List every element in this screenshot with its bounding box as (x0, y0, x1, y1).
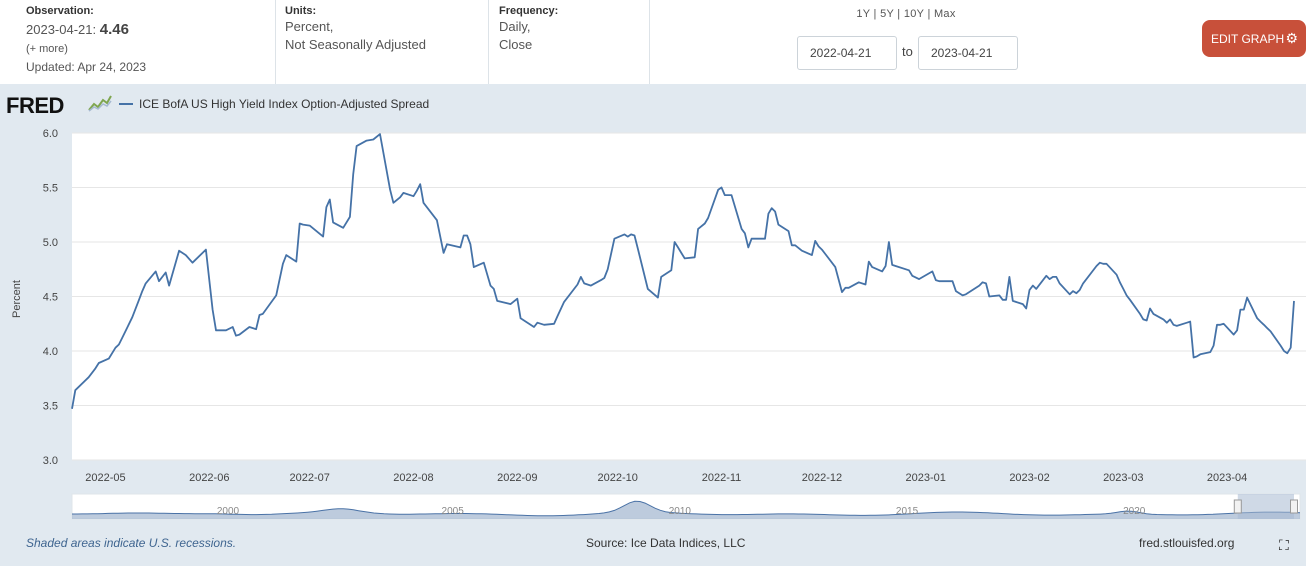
frequency-panel: Frequency: Daily, Close (489, 0, 650, 84)
y-tick-label: 5.0 (43, 237, 58, 249)
fred-chart-mark-icon (88, 94, 112, 112)
units-line-1: Percent, (285, 19, 334, 34)
range-separator: | (870, 8, 881, 20)
edit-graph-label: EDIT GRAPH (1211, 32, 1285, 46)
range-1y[interactable]: 1Y (856, 8, 871, 20)
fullscreen-icon[interactable]: ⛶ (1279, 537, 1289, 553)
navigator-selection[interactable] (1237, 494, 1294, 519)
units-line-2: Not Seasonally Adjusted (285, 37, 426, 52)
x-tick-label: 2023-03 (1103, 472, 1143, 484)
navigator-year-label: 2020 (1123, 506, 1146, 517)
x-tick-label: 2022-12 (802, 472, 842, 484)
end-date-input[interactable]: 2023-04-21 (918, 36, 1018, 70)
fred-logo[interactable]: FRED (6, 93, 64, 118)
x-tick-label: 2022-09 (497, 472, 537, 484)
frequency-line-1: Daily, (499, 19, 531, 34)
x-tick-label: 2022-08 (393, 472, 433, 484)
observation-date: 2023-04-21: (26, 22, 97, 37)
site-link[interactable]: fred.stlouisfed.org (1139, 536, 1235, 550)
x-tick-label: 2023-02 (1009, 472, 1049, 484)
units-label: Units: (285, 5, 317, 17)
date-range-to-label: to (902, 44, 913, 59)
start-date-input[interactable]: 2022-04-21 (797, 36, 897, 70)
range-separator: | (893, 8, 904, 20)
range-10y[interactable]: 10Y (903, 8, 925, 20)
units-panel: Units: Percent, Not Seasonally Adjusted (276, 0, 489, 84)
x-tick-label: 2022-10 (598, 472, 638, 484)
series-line[interactable] (71, 133, 1295, 409)
navigator-year-label: 2000 (217, 506, 240, 517)
range-5y[interactable]: 5Y (880, 8, 894, 20)
navigator-line (72, 500, 1301, 517)
navigator-year-label: 2015 (896, 506, 919, 517)
navigator-area (72, 501, 1300, 519)
range-separator: | (924, 8, 934, 20)
observation-header: Observation: 2023-04-21: 4.46 (+ more) U… (0, 0, 1306, 84)
observation-value: 4.46 (99, 21, 129, 38)
y-tick-label: 5.5 (43, 183, 58, 195)
observation-label: Observation: (26, 5, 94, 17)
navigator-year-label: 2010 (669, 506, 692, 517)
chart-legend: ICE BofA US High Yield Index Option-Adju… (119, 97, 429, 111)
x-tick-label: 2022-05 (85, 472, 125, 484)
observation-line: 2023-04-21: 4.46 (26, 20, 275, 40)
frequency-label: Frequency: (499, 5, 559, 17)
y-tick-label: 3.0 (43, 455, 58, 467)
y-tick-label: 4.5 (43, 292, 58, 304)
range-max[interactable]: Max (933, 8, 956, 20)
frequency-line-2: Close (499, 37, 533, 52)
updated-date: Updated: Apr 24, 2023 (26, 60, 147, 74)
x-tick-label: 2022-06 (189, 472, 229, 484)
legend-series-name[interactable]: ICE BofA US High Yield Index Option-Adju… (139, 97, 430, 111)
legend-swatch (119, 102, 133, 105)
recession-note: Shaded areas indicate U.S. recessions. (26, 536, 237, 550)
observation-panel: Observation: 2023-04-21: 4.46 (+ more) U… (0, 0, 276, 84)
x-tick-label: 2023-04 (1207, 472, 1247, 484)
edit-graph-button[interactable]: EDIT GRAPH ⚙ (1202, 20, 1306, 57)
x-tick-label: 2022-11 (702, 472, 742, 484)
navigator-right-handle[interactable] (1290, 499, 1298, 514)
x-tick-label: 2023-01 (906, 472, 946, 484)
more-observations-link[interactable]: (+ more) (26, 43, 68, 55)
y-tick-label: 4.0 (43, 346, 58, 358)
y-tick-label: 6.0 (43, 128, 58, 140)
range-selector: 1Y | 5Y | 10Y | Max (846, 8, 966, 20)
navigator-year-label: 2005 (442, 506, 465, 517)
source-credit[interactable]: Source: Ice Data Indices, LLC (586, 536, 746, 550)
x-tick-label: 2022-07 (290, 472, 330, 484)
navigator-left-handle[interactable] (1233, 499, 1242, 514)
y-tick-label: 3.5 (43, 401, 58, 413)
gear-icon: ⚙ (1285, 30, 1298, 46)
